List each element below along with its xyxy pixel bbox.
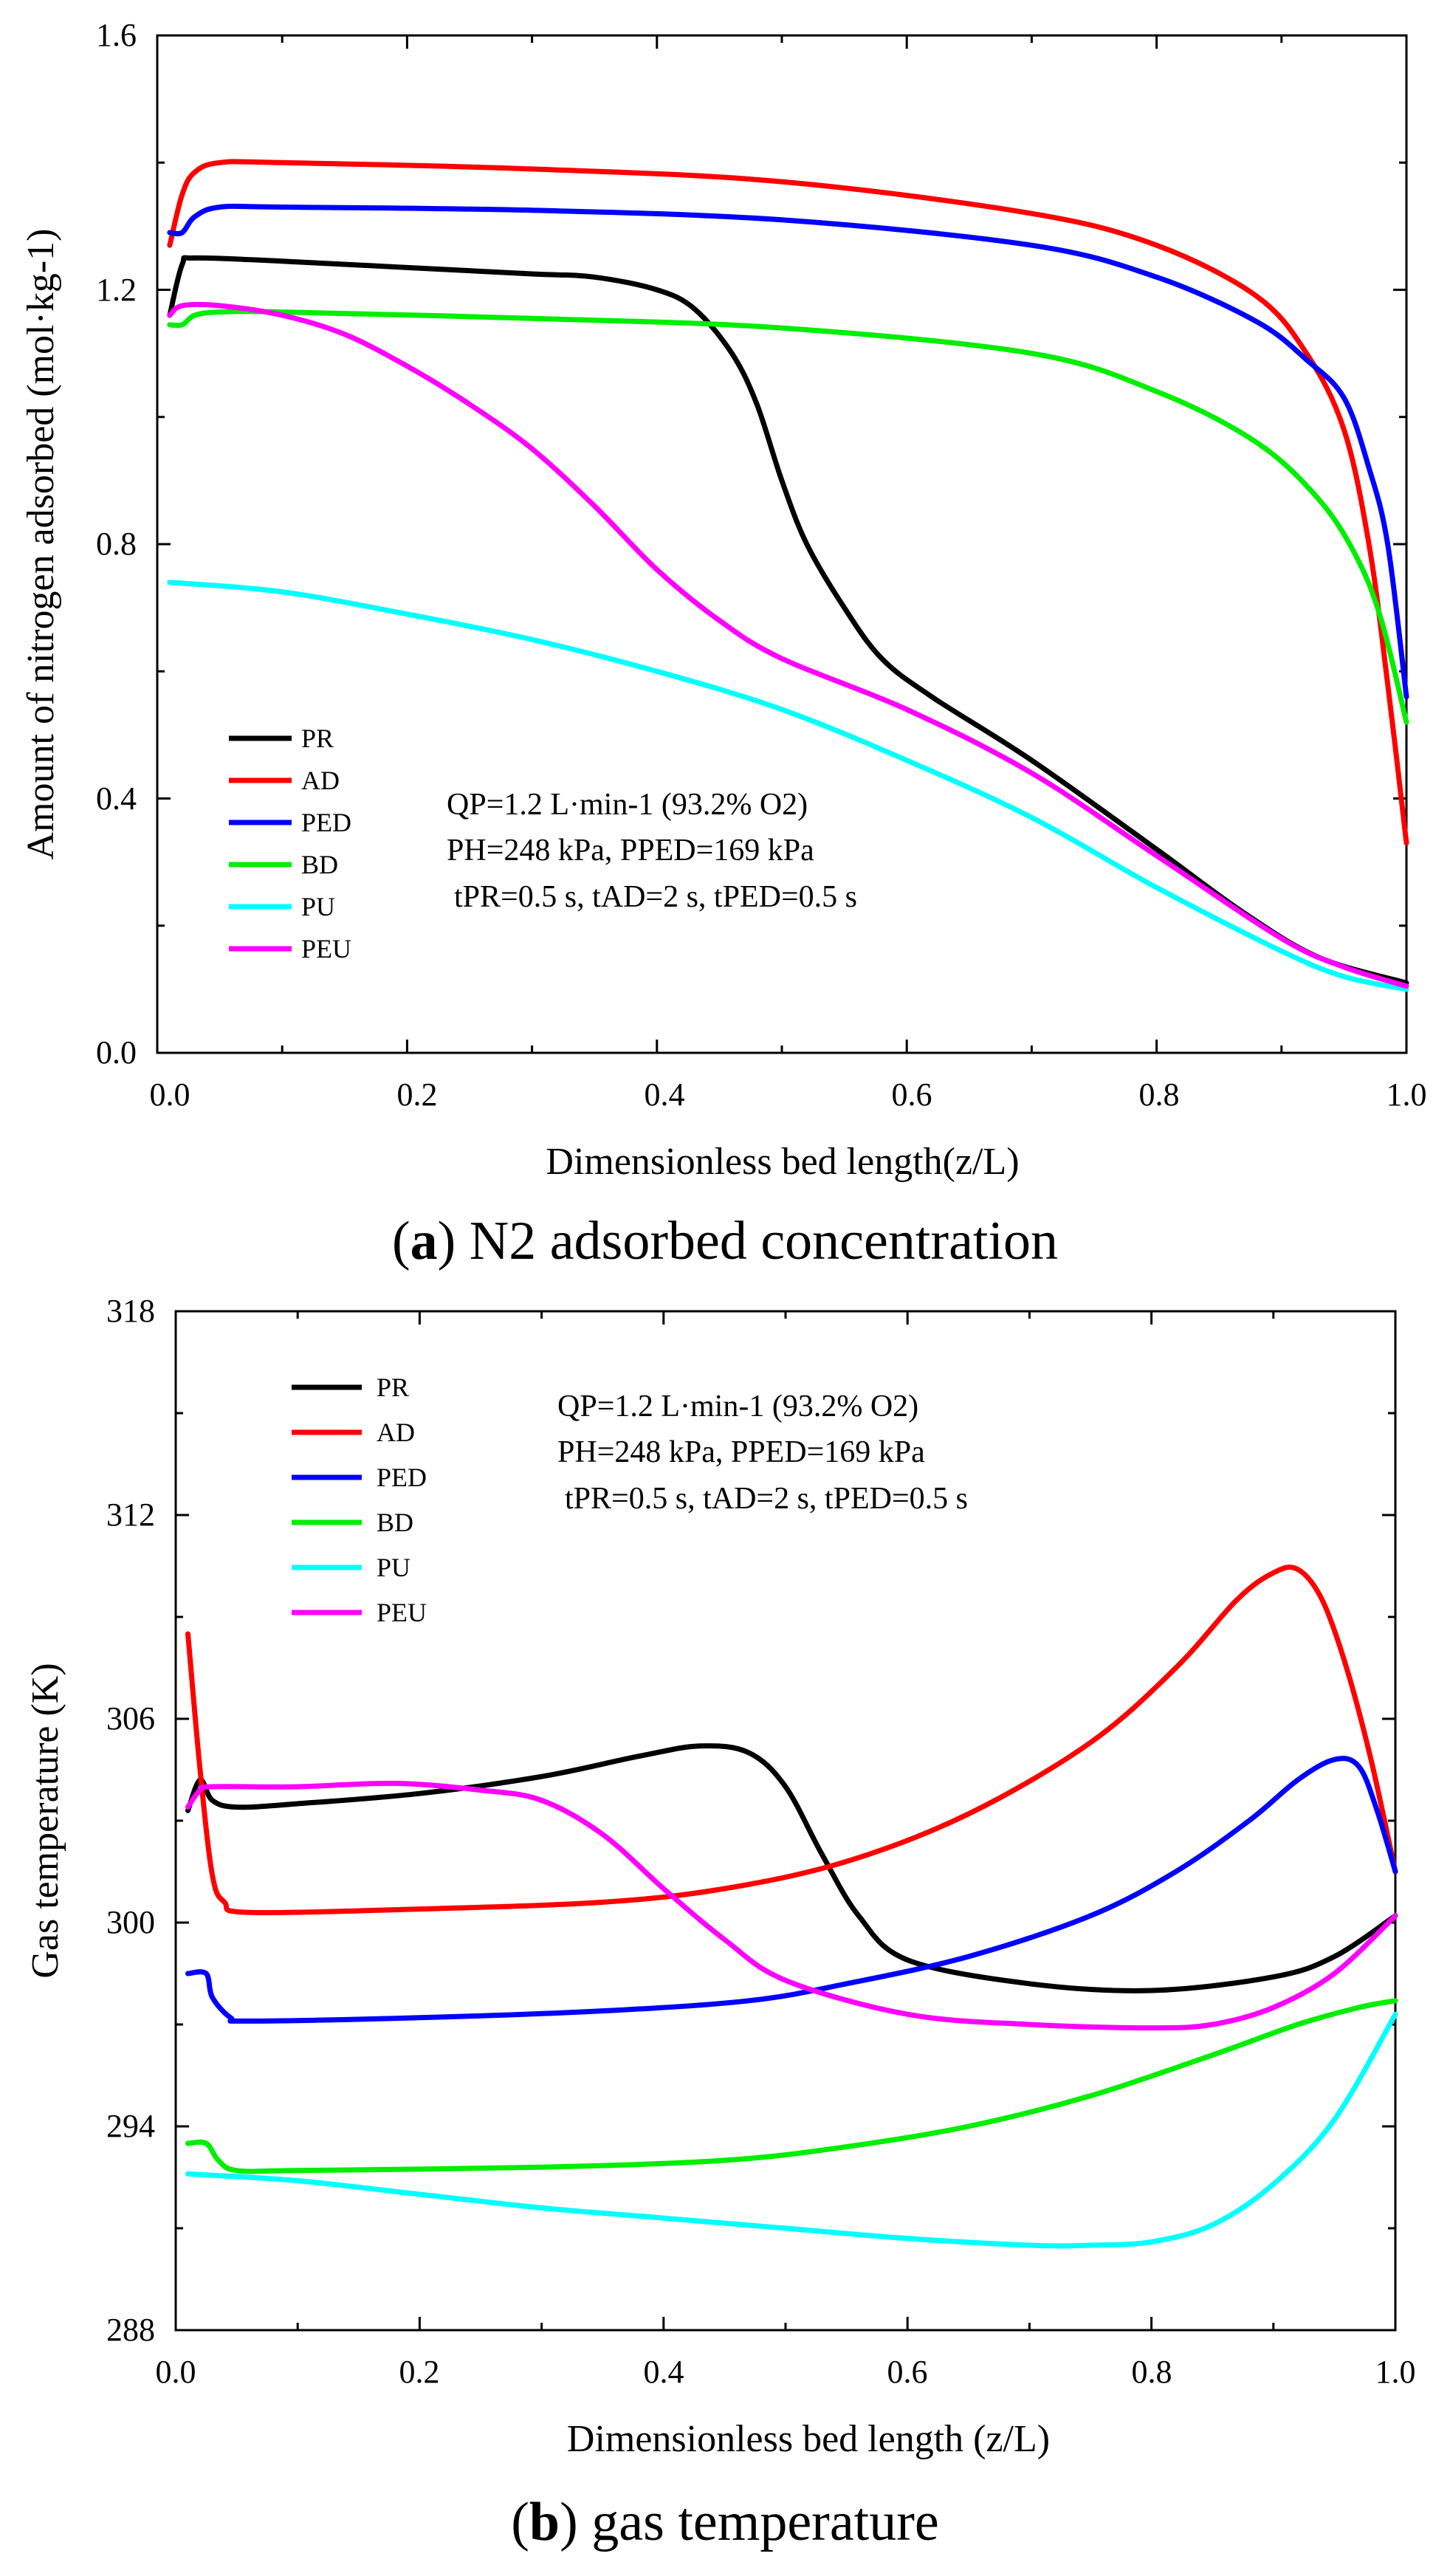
panel-b-y-tick-label: 318 [106,1293,155,1329]
panel-a-caption-label: ( [392,1211,410,1271]
panel-a-ticks [156,34,1408,1054]
panel-a-x-tick-label: 0.0 [150,1076,190,1113]
panel-a-y-tick-label: 1.2 [96,272,137,308]
legend-label-pu: PU [301,892,335,921]
panel-a-y-axis-title: Amount of nitrogen adsorbed (mol·kg-1) [20,229,62,860]
panel-a-y-tick-label: 0.0 [96,1034,137,1071]
panel-b-y-axis-title: Gas temperature (K) [24,1663,66,1978]
panel-b-annotation-pressure: PH=248 kPa, PPED=169 kPa [557,1435,925,1469]
panel-a-series-line-ad [167,159,1409,846]
panel-a-caption-text: N2 adsorbed concentration [456,1211,1058,1271]
panel-a-y-tick-label: 0.8 [96,526,137,562]
legend-label-ad: AD [301,766,340,795]
legend-label-ad: AD [377,1418,415,1447]
panel-a-legend: PR AD PED BD PU PEU [229,724,351,964]
panel-a-x-axis-title-text: Dimensionless bed length(z/L) [546,1141,1019,1183]
legend-label-ped: PED [377,1463,427,1492]
panel-a-caption-close: ) [438,1211,456,1271]
panel-b-x-tick-label: 0.2 [399,2354,440,2390]
panel-a-chart: 0.0 0.4 0.8 1.2 1.6 0.0 0.2 0.4 0.6 0.8 … [20,17,1427,1271]
panel-a-y-tick-label: 0.4 [96,780,137,817]
panel-b-y-tick-label: 306 [106,1700,155,1737]
panel-b-x-tick-label: 1.0 [1375,2354,1416,2390]
legend-label-peu: PEU [301,934,351,964]
panel-a-y-tick-label: 1.6 [96,17,137,53]
panel-b-caption-text: gas temperature [578,2492,939,2552]
panel-b-caption-letter: b [529,2492,560,2552]
panel-b-series [185,1565,1398,2249]
panel-a-series-line-pr [167,255,1409,986]
panel-a-annotation-times: tPR=0.5 s, tAD=2 s, tPED=0.5 s [454,880,857,914]
panel-b-caption-close: ) [560,2492,578,2552]
panel-b-series-line-ped [185,1756,1398,2024]
panel-a-series-line-peu [167,301,1409,989]
panel-b-series-line-peu [185,1780,1398,2031]
panel-a-annotation-pressure: PH=248 kPa, PPED=169 kPa [447,834,814,868]
panel-a-caption: (a) N2 adsorbed concentration [392,1211,1058,1271]
panel-a-x-tick-label: 0.6 [892,1076,932,1113]
legend-label-bd: BD [377,1508,413,1537]
panel-b-chart: 288 294 300 306 312 318 0.0 0.2 0.4 0.6 … [24,1293,1416,2552]
panel-a-series [167,159,1409,992]
panel-a-series-line-bd [167,309,1409,725]
panel-b-y-tick-label: 294 [106,2108,155,2144]
legend-label-peu: PEU [377,1598,427,1627]
legend-label-bd: BD [301,850,338,879]
panel-b-caption: (b) gas temperature [511,2492,938,2552]
panel-b-series-line-pr [185,1743,1398,1993]
panel-a-x-tick-label: 0.2 [397,1076,438,1113]
panel-b-x-tick-label: 0.8 [1132,2354,1172,2390]
panel-a-series-line-ped [167,203,1409,700]
panel-b-annotation-flow: QP=1.2 L·min-1 (93.2% O2) [557,1390,918,1423]
panel-b-x-tick-label: 0.4 [644,2354,684,2390]
panel-b-y-tick-label: 288 [106,2312,155,2348]
panel-a-x-tick-label: 0.8 [1139,1076,1180,1113]
panel-b-legend: PR AD PED BD PU PEU [292,1373,427,1627]
legend-label-pr: PR [377,1373,409,1402]
panel-a-series-line-pu [167,580,1409,992]
panel-b-x-tick-label: 0.6 [887,2354,928,2390]
panel-b-y-tick-label: 312 [106,1497,155,1533]
panel-b-series-line-pu [185,2011,1398,2249]
legend-label-ped: PED [301,808,351,837]
panel-b-series-line-bd [185,1998,1398,2174]
panel-a-x-tick-label: 1.0 [1387,1076,1427,1113]
legend-label-pr: PR [301,724,334,753]
panel-a-x-tick-label: 0.4 [645,1076,685,1113]
panel-a-x-axis-title: Dimensionless bed length(z/L) [546,1141,1019,1183]
panel-b-x-axis-title: Dimensionless bed length (z/L) [567,2418,1050,2460]
panel-b-caption-open: ( [511,2492,529,2552]
panel-b-series-line-ad [185,1565,1398,1916]
panel-b-annotation-times: tPR=0.5 s, tAD=2 s, tPED=0.5 s [565,1482,968,1516]
panel-b-x-tick-label: 0.0 [156,2354,196,2390]
panel-b-y-tick-label: 300 [106,1904,155,1940]
panel-a-caption-letter: a [410,1211,438,1271]
legend-label-pu: PU [377,1553,410,1582]
panel-a-annotation-flow: QP=1.2 L·min-1 (93.2% O2) [447,788,808,822]
